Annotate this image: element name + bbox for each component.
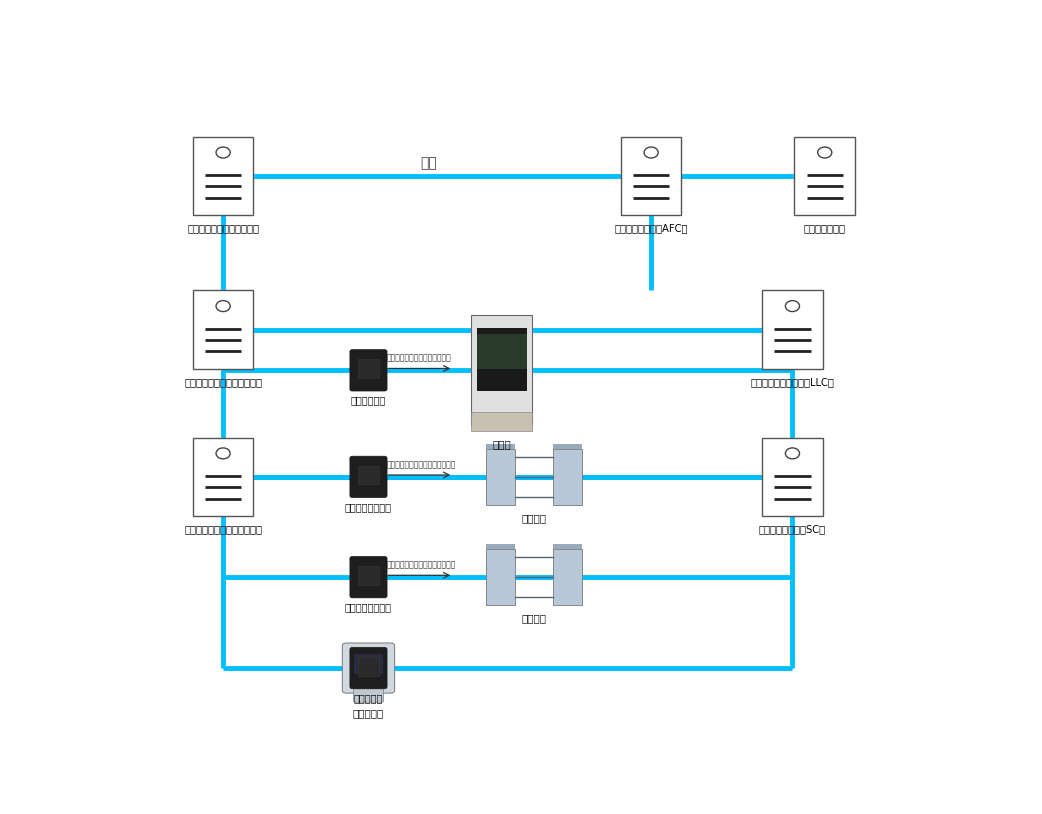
FancyBboxPatch shape <box>353 689 383 702</box>
Text: 掌脉一体机: 掌脉一体机 <box>354 694 383 703</box>
Text: 支付和清算系统: 支付和清算系统 <box>803 223 846 234</box>
Text: 进站闸机: 进站闸机 <box>522 514 546 523</box>
Text: 网络: 网络 <box>421 156 438 170</box>
Text: 刷手进站认证终端: 刷手进站认证终端 <box>345 602 392 612</box>
Bar <box>358 566 379 584</box>
Bar <box>486 545 515 549</box>
Bar <box>358 359 379 378</box>
Text: 自动售检票系统（AFC）: 自动售检票系统（AFC） <box>615 223 688 234</box>
FancyBboxPatch shape <box>342 643 395 694</box>
Bar <box>486 449 515 505</box>
Text: 车站手掌脉络注册和识别系统: 车站手掌脉络注册和识别系统 <box>184 524 263 534</box>
Bar <box>486 444 515 449</box>
Text: 刷手注册模组: 刷手注册模组 <box>351 396 387 405</box>
Bar <box>794 137 855 215</box>
Bar <box>553 444 582 449</box>
Text: 刷手出站认证终端: 刷手出站认证终端 <box>345 502 392 512</box>
FancyBboxPatch shape <box>350 647 387 689</box>
Bar <box>358 466 379 484</box>
Text: 掌脉一体机: 掌脉一体机 <box>353 708 384 719</box>
Bar <box>193 137 253 215</box>
Bar <box>358 657 379 676</box>
Text: 手掌脉络注册和识别总系统: 手掌脉络注册和识别总系统 <box>188 223 259 234</box>
Bar <box>621 137 681 215</box>
Bar <box>762 291 823 369</box>
Bar <box>477 334 526 369</box>
Bar <box>553 549 582 606</box>
Text: 出站闸机: 出站闸机 <box>522 614 546 624</box>
Text: 线路手掌脉络注册和识别系统: 线路手掌脉络注册和识别系统 <box>184 377 263 387</box>
Bar <box>762 438 823 516</box>
FancyBboxPatch shape <box>350 557 387 597</box>
FancyBboxPatch shape <box>350 350 387 391</box>
Text: （刷手认证模组集成到出站闸机）: （刷手认证模组集成到出站闸机） <box>387 561 456 570</box>
FancyBboxPatch shape <box>350 456 387 497</box>
Text: 线路中央计算机系统（LLC）: 线路中央计算机系统（LLC） <box>750 377 835 387</box>
Bar <box>477 327 526 392</box>
Text: 车站计算机系统（SC）: 车站计算机系统（SC） <box>759 524 826 534</box>
Bar <box>486 549 515 606</box>
Bar <box>553 449 582 505</box>
Bar <box>471 316 532 425</box>
Bar <box>193 438 253 516</box>
Bar <box>193 291 253 369</box>
Bar <box>354 654 382 673</box>
Bar <box>471 412 532 431</box>
Text: 注册机: 注册机 <box>493 439 511 449</box>
Text: （刷手认证模组集成到进站闸机）: （刷手认证模组集成到进站闸机） <box>387 461 456 470</box>
Text: （刷手注册模组集成到注册机）: （刷手注册模组集成到注册机） <box>387 354 452 363</box>
Bar <box>553 545 582 549</box>
